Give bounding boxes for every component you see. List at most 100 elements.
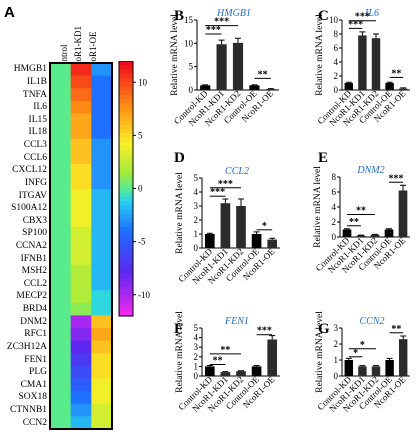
heatmap-cell	[70, 214, 92, 228]
colorbar-segment	[119, 141, 133, 147]
heatmap-row-label: BRD4	[22, 304, 47, 315]
heatmap-cell	[50, 176, 72, 190]
panel-letter: C	[318, 8, 329, 24]
y-tick-label: 3	[194, 342, 199, 352]
heatmap-cell	[50, 365, 72, 380]
colorbar-segment	[119, 180, 133, 185]
y-tick-label: 4	[194, 333, 199, 343]
significance-label: **	[258, 69, 268, 80]
heatmap-cell	[50, 138, 72, 152]
heatmap-row-label: MSH2	[21, 266, 47, 277]
significance-label: ***	[218, 179, 233, 190]
colorbar-tick-label: 10	[138, 77, 148, 87]
heatmap-row-label: CBX3	[22, 215, 47, 226]
heatmap-cell	[50, 403, 72, 417]
colorbar-segment	[119, 235, 133, 241]
y-tick-label: 10	[184, 38, 194, 48]
y-tick-label: 4	[194, 187, 199, 197]
colorbar-segment	[119, 188, 133, 194]
colorbar-segment	[119, 107, 133, 113]
heatmap-cell	[91, 403, 113, 417]
heatmap-cell	[91, 365, 113, 380]
bar	[232, 42, 244, 90]
colorbar-segment	[119, 311, 133, 317]
bar	[385, 83, 394, 90]
heatmap-cell	[91, 264, 113, 279]
y-tick-label: 5	[194, 173, 199, 183]
y-tick-label: 4	[334, 57, 339, 67]
heatmap-cell	[70, 227, 92, 241]
heatmap-row-label: CCL6	[23, 152, 47, 163]
y-tick-label: 8	[334, 29, 339, 39]
error-bar	[269, 335, 276, 340]
significance-label: ***	[348, 19, 363, 30]
chart-title: FEN1	[224, 316, 249, 327]
colorbar-segment	[119, 78, 133, 83]
colorbar-segment	[119, 218, 133, 224]
bar	[236, 371, 246, 376]
heatmap-cell	[70, 63, 92, 77]
significance-label: ***	[210, 187, 225, 198]
y-tick-label: 1	[194, 229, 199, 239]
significance-label: **	[391, 68, 401, 79]
panel-letter: F	[174, 321, 183, 337]
y-tick-label: 4	[332, 202, 337, 212]
colorbar-segment	[119, 286, 133, 292]
error-bar	[373, 33, 379, 39]
colorbar-segment	[119, 226, 133, 232]
heatmap-cell	[91, 239, 113, 253]
heatmap-cell	[91, 126, 113, 140]
error-bar	[373, 365, 379, 367]
y-tick-label: 10	[329, 15, 339, 25]
colorbar-segment	[119, 201, 133, 207]
significance-label: *	[262, 221, 267, 232]
colorbar-segment	[119, 167, 133, 173]
error-bar	[253, 231, 260, 234]
heatmap-cell	[91, 75, 113, 89]
heatmap-cell	[91, 391, 113, 405]
heatmap-cell	[91, 290, 113, 304]
panel-a-letter: A	[4, 4, 15, 21]
heatmap-row-label: HMGB1	[13, 64, 47, 75]
heatmap-colorbar: 10 5 0 -5 -10	[118, 61, 150, 317]
colorbar-segment	[119, 120, 133, 126]
colorbar-segment	[119, 171, 133, 177]
bar	[358, 366, 367, 376]
heatmap-row-label: TNFA	[22, 89, 47, 100]
colorbar-segment	[119, 243, 133, 249]
heatmap-cell	[70, 391, 92, 405]
heatmap-cell	[70, 252, 92, 266]
heatmap-cell	[70, 416, 92, 430]
heatmap-cell	[50, 100, 72, 114]
heatmap-cell	[50, 340, 72, 354]
heatmap-cell	[70, 264, 92, 279]
bar	[249, 85, 260, 90]
heatmap-row-label: CCNA2	[15, 241, 47, 251]
bar	[344, 83, 354, 90]
y-tick-label: 5	[189, 62, 194, 72]
bar	[200, 85, 211, 90]
colorbar-segment	[119, 163, 133, 168]
y-tick-label: 0	[334, 85, 339, 95]
heatmap-cell	[50, 264, 72, 279]
chart-title: CCL2	[225, 166, 249, 177]
bar	[220, 203, 231, 248]
panel-letter: E	[318, 150, 328, 166]
heatmap-cell	[50, 239, 72, 253]
colorbar-segment	[119, 209, 133, 215]
bar	[204, 366, 215, 376]
heatmap	[49, 62, 113, 430]
bar	[356, 235, 366, 237]
heatmap-cell	[91, 328, 113, 342]
error-bar	[218, 39, 225, 45]
y-tick-label: 8	[332, 172, 337, 182]
colorbar-segment	[119, 146, 133, 151]
significance-label: ***	[389, 173, 404, 184]
significance-label: **	[391, 324, 401, 335]
error-bar	[206, 232, 213, 234]
bar	[265, 89, 276, 90]
colorbar-segment	[119, 294, 133, 300]
colorbar-segment	[119, 90, 133, 96]
